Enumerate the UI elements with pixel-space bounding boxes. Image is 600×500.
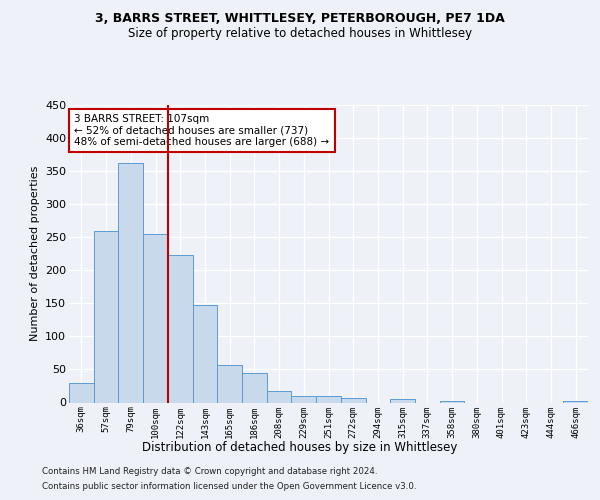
Bar (563, 400, 588, 402)
Bar (242, 374, 267, 402)
Bar (217, 365, 242, 403)
Bar (341, 398, 365, 402)
Y-axis label: Number of detached properties: Number of detached properties (29, 166, 40, 342)
Bar (390, 399, 415, 402)
Bar (94, 230, 118, 402)
Bar (143, 234, 168, 402)
Bar (316, 396, 341, 402)
Text: Size of property relative to detached houses in Whittlesey: Size of property relative to detached ho… (128, 28, 472, 40)
Bar (292, 396, 316, 402)
Bar (267, 392, 292, 402)
Bar (440, 400, 464, 402)
Text: Contains HM Land Registry data © Crown copyright and database right 2024.: Contains HM Land Registry data © Crown c… (42, 467, 377, 476)
Text: Contains public sector information licensed under the Open Government Licence v3: Contains public sector information licen… (42, 482, 416, 491)
Bar (168, 255, 193, 402)
Text: Distribution of detached houses by size in Whittlesey: Distribution of detached houses by size … (142, 441, 458, 454)
Bar (69, 382, 94, 402)
Bar (118, 163, 143, 402)
Text: 3, BARRS STREET, WHITTLESEY, PETERBOROUGH, PE7 1DA: 3, BARRS STREET, WHITTLESEY, PETERBOROUG… (95, 12, 505, 26)
Bar (193, 304, 217, 402)
Text: 3 BARRS STREET: 107sqm
← 52% of detached houses are smaller (737)
48% of semi-de: 3 BARRS STREET: 107sqm ← 52% of detached… (74, 114, 329, 147)
